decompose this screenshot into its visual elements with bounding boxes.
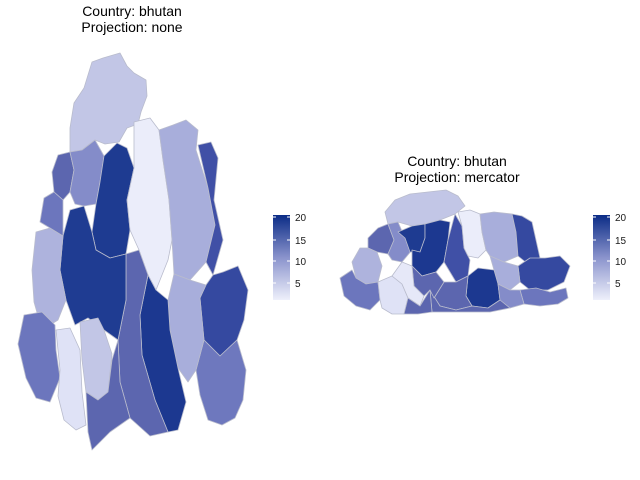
bhutan-map-mercator [339, 189, 571, 315]
district-pemagatshel [497, 283, 525, 309]
legend-tick-label: 10 [295, 257, 307, 268]
map-title-projection: Projection: mercator [394, 169, 520, 185]
district-gasa [69, 52, 148, 153]
district-dagana [55, 327, 87, 431]
district-zhemgang [465, 267, 501, 309]
map-title-country: Country: bhutan [407, 153, 507, 169]
legend-tick-label: 15 [295, 236, 307, 247]
legend-none: 5 10 15 20 [273, 213, 307, 300]
legend-tick-label: 10 [615, 257, 627, 268]
map-title-country: Country: bhutan [82, 3, 182, 19]
district-lhuentse [197, 141, 224, 276]
district-lhuentse [479, 211, 519, 263]
legend-mercator: 5 10 15 20 [593, 213, 627, 300]
district-samdrup [519, 287, 569, 307]
map-title-none: Country: bhutan Projection: none [42, 3, 222, 35]
legend-colorbar [593, 215, 610, 300]
district-haa-west [39, 191, 64, 237]
legend-tick-label: 15 [615, 236, 627, 247]
district-gasa [384, 189, 466, 227]
legend-tick-label: 20 [295, 213, 307, 224]
district-trashigang [195, 339, 247, 426]
district-trashiyangtse [199, 265, 249, 357]
bhutan-map-none [17, 52, 249, 451]
district-trashigang [517, 255, 571, 291]
map-title-mercator: Country: bhutan Projection: mercator [362, 153, 552, 185]
legend-tick-label: 20 [615, 213, 627, 224]
district-samtse [17, 311, 61, 403]
legend-tick-label: 5 [615, 279, 621, 290]
district-dagana-east [403, 289, 433, 315]
legend-colorbar [273, 215, 290, 300]
district-sarpang [85, 339, 131, 451]
map-title-projection: Projection: none [81, 19, 183, 35]
district-chhukha-south [391, 261, 425, 307]
district-wangdue [443, 213, 471, 283]
district-bumthang [457, 209, 487, 259]
legend-tick-label: 5 [295, 279, 301, 290]
